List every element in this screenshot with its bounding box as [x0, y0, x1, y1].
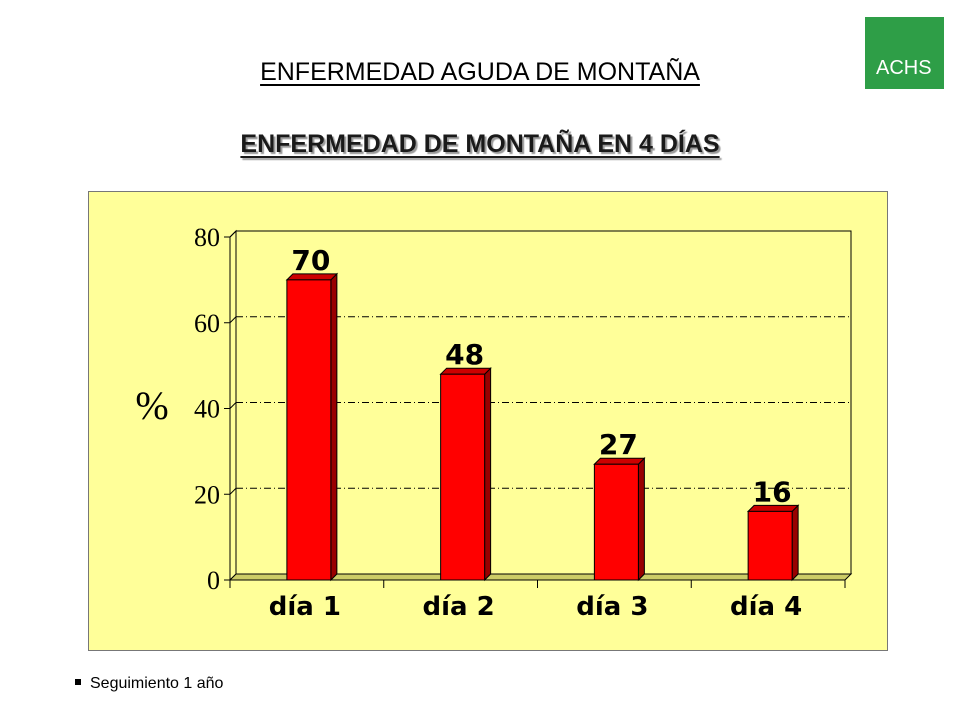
- bar-side: [791, 504, 799, 582]
- bar-side: [637, 457, 645, 582]
- x-tick-label: día 2: [423, 592, 495, 622]
- data-label: 16: [753, 475, 792, 508]
- x-tick-label: día 1: [269, 592, 341, 622]
- achs-logo: ACHS: [865, 17, 944, 89]
- gridline-side: [229, 316, 237, 324]
- data-label: 48: [445, 338, 484, 371]
- y-tick-label: 60: [194, 309, 220, 338]
- y-tick-label: 20: [194, 480, 220, 509]
- footnote-text: Seguimiento 1 año: [90, 675, 224, 692]
- data-label: 27: [599, 428, 638, 461]
- plot-floor: [228, 573, 853, 581]
- y-tick-label: 0: [207, 566, 220, 595]
- page-title-text: ENFERMEDAD AGUDA DE MONTAÑA: [260, 58, 700, 86]
- bar-side: [484, 366, 492, 582]
- y-axis-label: %: [135, 383, 168, 428]
- chart-panel: 0 20 40 60 80% 70 día 1 48 día 2 27 día 3 16 día 4: [88, 191, 888, 651]
- gridline-side: [229, 230, 237, 238]
- bar: [747, 510, 793, 581]
- bar-side: [330, 272, 338, 582]
- gridline-side: [229, 487, 237, 495]
- gridline-side: [229, 402, 237, 409]
- y-tick-label: 40: [194, 395, 220, 424]
- bar-chart: 0 20 40 60 80% 70 día 1 48 día 2 27 día 3 16 día 4: [135, 223, 853, 622]
- data-label: 70: [291, 244, 330, 277]
- bar: [593, 463, 639, 581]
- bar: [440, 373, 486, 581]
- bullet-icon: [75, 678, 81, 685]
- page-title: ENFERMEDAD AGUDA DE MONTAÑA: [0, 58, 960, 87]
- y-tick-label: 80: [194, 223, 220, 252]
- chart-heading: ENFERMEDAD DE MONTAÑA EN 4 DÍAS: [0, 130, 960, 159]
- logo-text: ACHS: [876, 57, 932, 79]
- x-tick-label: día 3: [576, 592, 648, 622]
- bar: [286, 279, 332, 581]
- footnote: Seguimiento 1 año: [75, 675, 223, 693]
- x-tick-label: día 4: [730, 592, 802, 622]
- chart-heading-text: ENFERMEDAD DE MONTAÑA EN 4 DÍAS: [240, 130, 720, 158]
